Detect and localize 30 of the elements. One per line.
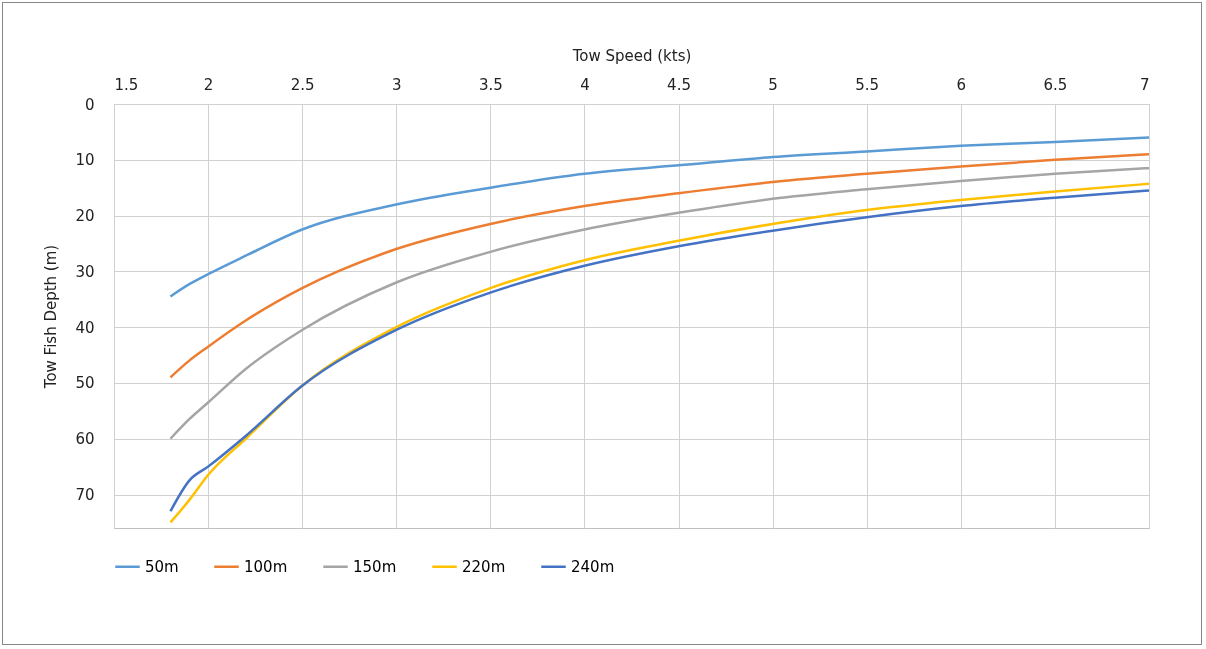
x-tick-label: 6 [956,75,967,94]
legend-label: 150m [353,557,397,576]
x-tick-label: 3.5 [478,75,503,94]
line-series [169,166,1151,440]
line-series [169,136,1151,298]
legend-label: 240m [571,557,615,576]
y-tick-label: 70 [75,486,95,505]
y-tick-label: 10 [75,151,95,170]
x-axis-title: Tow Speed (kts) [571,46,692,65]
y-tick-label: 60 [75,430,95,449]
legend-label: 100m [244,557,288,576]
x-tick-label: 1.5 [114,75,139,94]
y-tick-label: 0 [84,95,95,114]
legend-label: 50m [145,557,179,576]
legend-label: 220m [462,557,506,576]
line-series [169,152,1151,379]
x-tick-label: 6.5 [1043,75,1068,94]
x-tick-label: 4.5 [667,75,691,94]
y-tick-label: 30 [75,262,95,281]
y-axis-title: Tow Fish Depth (m) [42,244,61,390]
x-tick-label: 2 [203,75,214,94]
x-tick-label: 3 [392,75,402,94]
x-tick-label: 4 [580,75,590,94]
x-tick-label: 2.5 [290,75,315,94]
y-tick-label: 50 [75,374,95,393]
x-tick-label: 5 [768,75,778,94]
x-tick-label: 7 [1139,75,1150,94]
x-tick-label: 5.5 [855,75,880,94]
y-tick-label: 40 [75,318,95,337]
y-tick-label: 20 [75,207,95,226]
